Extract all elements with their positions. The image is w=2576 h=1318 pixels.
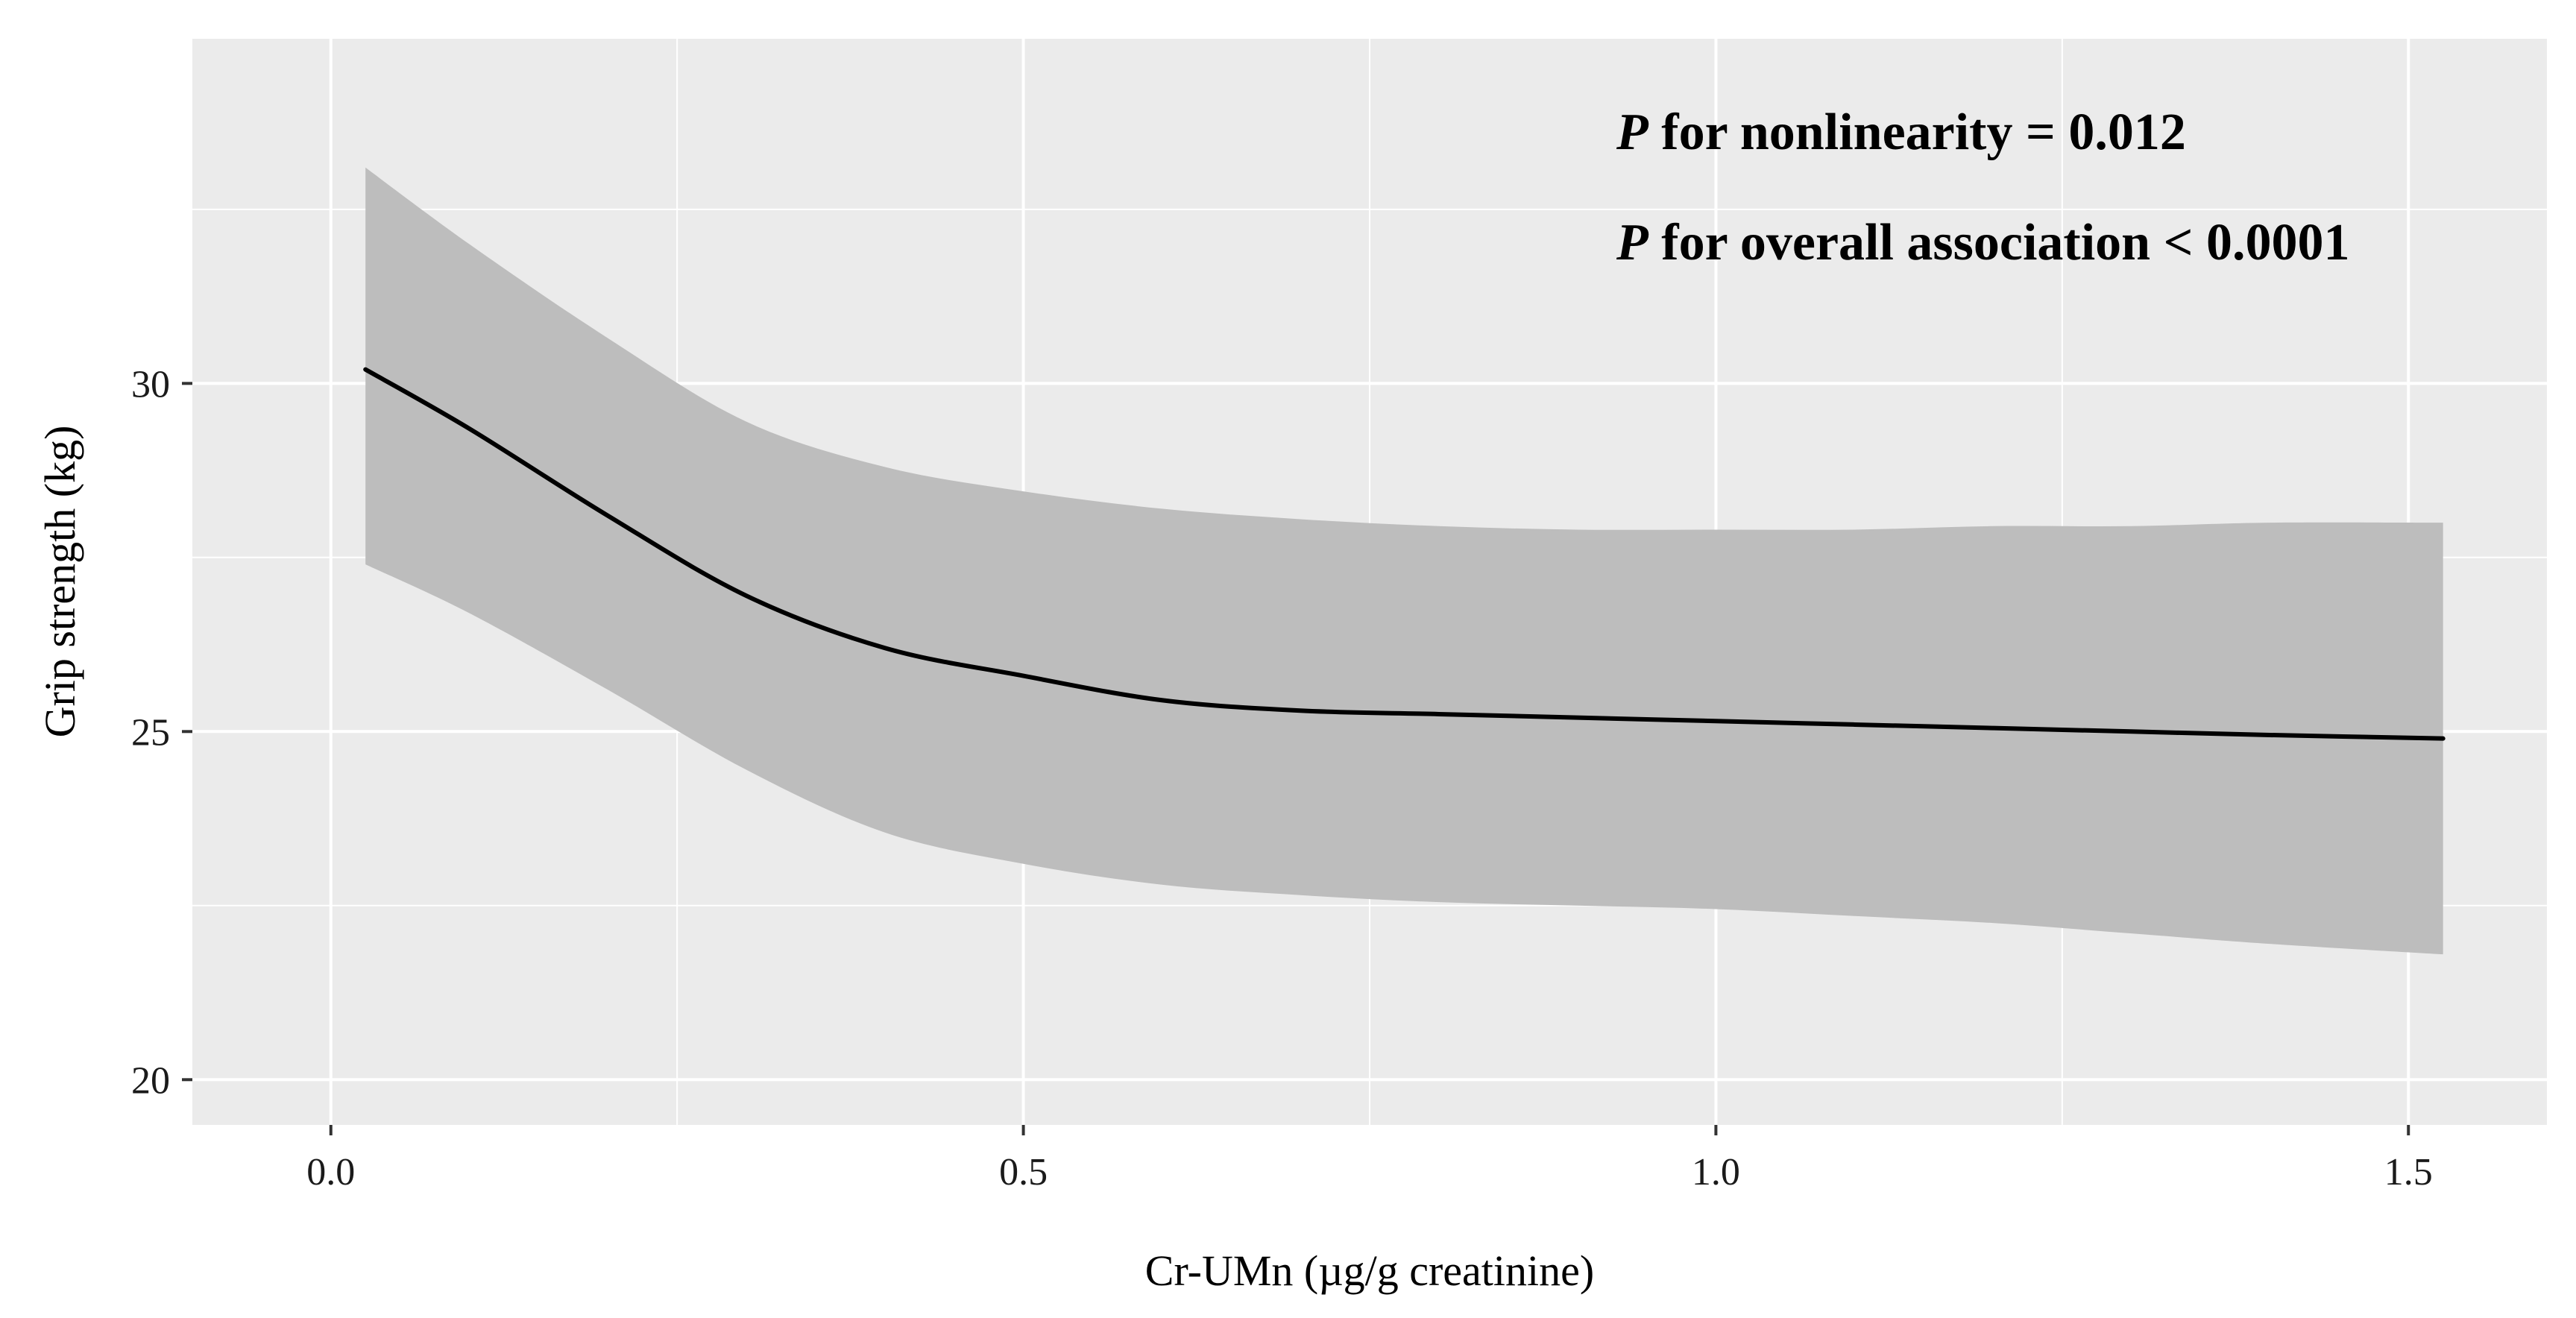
y-axis-title: Grip strength (kg) xyxy=(36,426,84,738)
nonlinearity-text: for nonlinearity = 0.012 xyxy=(1648,104,2186,161)
fitted-spline-line xyxy=(363,367,2446,741)
nonlinearity-annotation: P for nonlinearity = 0.012 xyxy=(1616,104,2186,161)
overall-association-annotation: P for overall association < 0.0001 xyxy=(1616,214,2350,271)
x-axis-title: Cr-UMn (µg/g creatinine) xyxy=(1145,1246,1594,1295)
x-tick-label: 0.5 xyxy=(999,1151,1048,1194)
y-tick-label: 25 xyxy=(131,711,170,754)
overall-association-p-symbol: P xyxy=(1616,214,1649,271)
nonlinearity-p-symbol: P xyxy=(1616,104,1649,161)
x-axis: 0.0 0.5 1.0 1.5 xyxy=(306,1125,2433,1194)
x-tick-label: 0.0 xyxy=(306,1151,355,1194)
y-tick-label: 30 xyxy=(131,363,170,406)
x-tick-label: 1.0 xyxy=(1692,1151,1740,1194)
confidence-band xyxy=(365,167,2443,955)
overall-association-text: for overall association < 0.0001 xyxy=(1648,214,2350,271)
x-tick-label: 1.5 xyxy=(2384,1151,2433,1194)
y-axis: 20 25 30 xyxy=(131,363,192,1102)
y-tick-label: 20 xyxy=(131,1059,170,1102)
